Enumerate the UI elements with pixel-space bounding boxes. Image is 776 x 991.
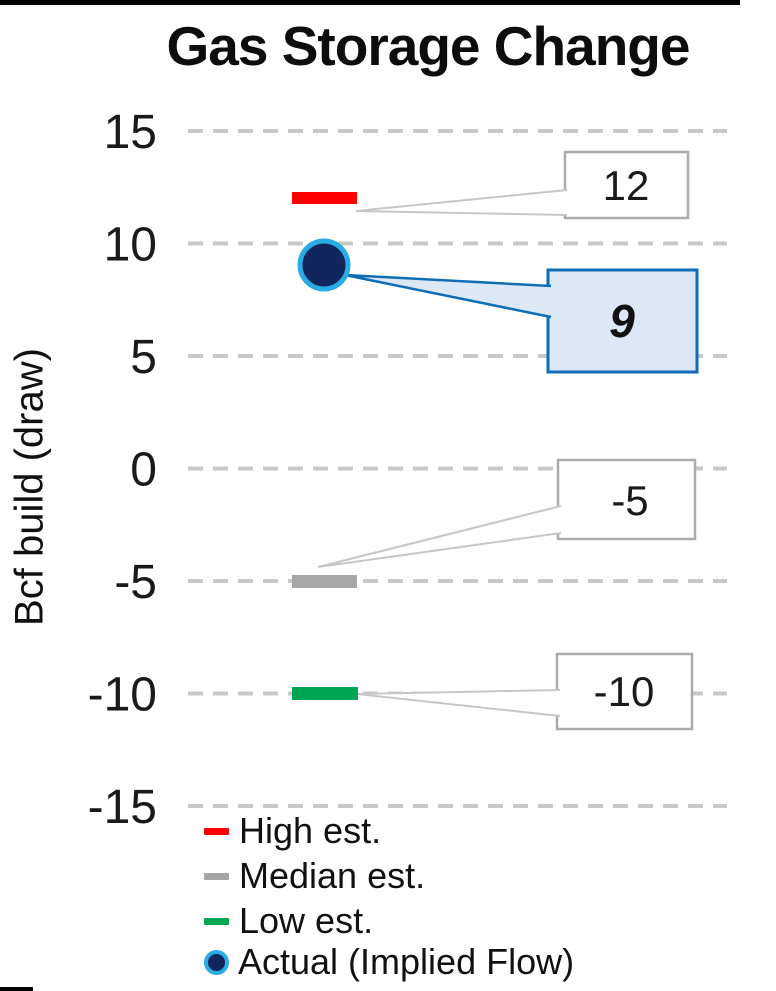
legend-actual-label: Actual (Implied Flow) xyxy=(238,941,575,982)
gridlines xyxy=(188,129,727,808)
marker-low-est xyxy=(292,687,358,700)
callout-actual-value: 9 xyxy=(609,295,635,347)
tick-15: 15 xyxy=(104,106,157,159)
marker-high-est xyxy=(292,192,357,204)
legend-item-low: Low est. xyxy=(204,900,373,942)
tick-neg10: -10 xyxy=(88,669,157,722)
chart-title: Gas Storage Change xyxy=(166,15,691,77)
legend-item-actual: Actual (Implied Flow) xyxy=(204,941,574,983)
callout-low-leader xyxy=(356,689,561,717)
legend-item-median: Median est. xyxy=(204,855,425,897)
callout-high-box xyxy=(563,150,690,220)
callout-median-value: -5 xyxy=(611,477,648,524)
callout-actual-box xyxy=(546,268,699,374)
callout-high: 12 xyxy=(355,150,690,220)
bottom-left-border-bar xyxy=(0,987,33,991)
callout-median: -5 xyxy=(317,458,697,568)
legend-high-label: High est. xyxy=(239,810,382,851)
callout-high-value: 12 xyxy=(603,162,650,209)
callout-median-box xyxy=(556,458,697,541)
legend-median-dash-icon xyxy=(204,872,229,880)
marker-actual-point xyxy=(297,238,351,292)
legend-low-dash-icon xyxy=(204,917,229,925)
callout-actual: 9 xyxy=(344,268,699,374)
legend-high-dash-icon xyxy=(204,827,229,835)
tick-0: 0 xyxy=(130,444,157,497)
callout-low-box xyxy=(555,652,694,731)
callout-median-leader xyxy=(317,505,562,568)
callout-actual-leader xyxy=(344,273,552,319)
tick-10: 10 xyxy=(104,219,157,272)
callout-low: -10 xyxy=(356,652,694,731)
y-tick-labels: 15 10 5 0 -5 -10 -15 xyxy=(88,106,157,834)
marker-median-est xyxy=(292,575,357,588)
top-border-bar xyxy=(0,0,740,5)
callout-low-value: -10 xyxy=(594,668,655,715)
legend-low-label: Low est. xyxy=(239,900,374,941)
tick-5: 5 xyxy=(130,331,157,384)
tick-neg15: -15 xyxy=(88,781,157,834)
tick-neg5: -5 xyxy=(114,556,157,609)
callout-high-leader xyxy=(355,189,568,216)
legend-actual-circle-icon xyxy=(204,949,229,975)
legend-item-high: High est. xyxy=(204,810,381,852)
legend-median-label: Median est. xyxy=(239,855,426,896)
